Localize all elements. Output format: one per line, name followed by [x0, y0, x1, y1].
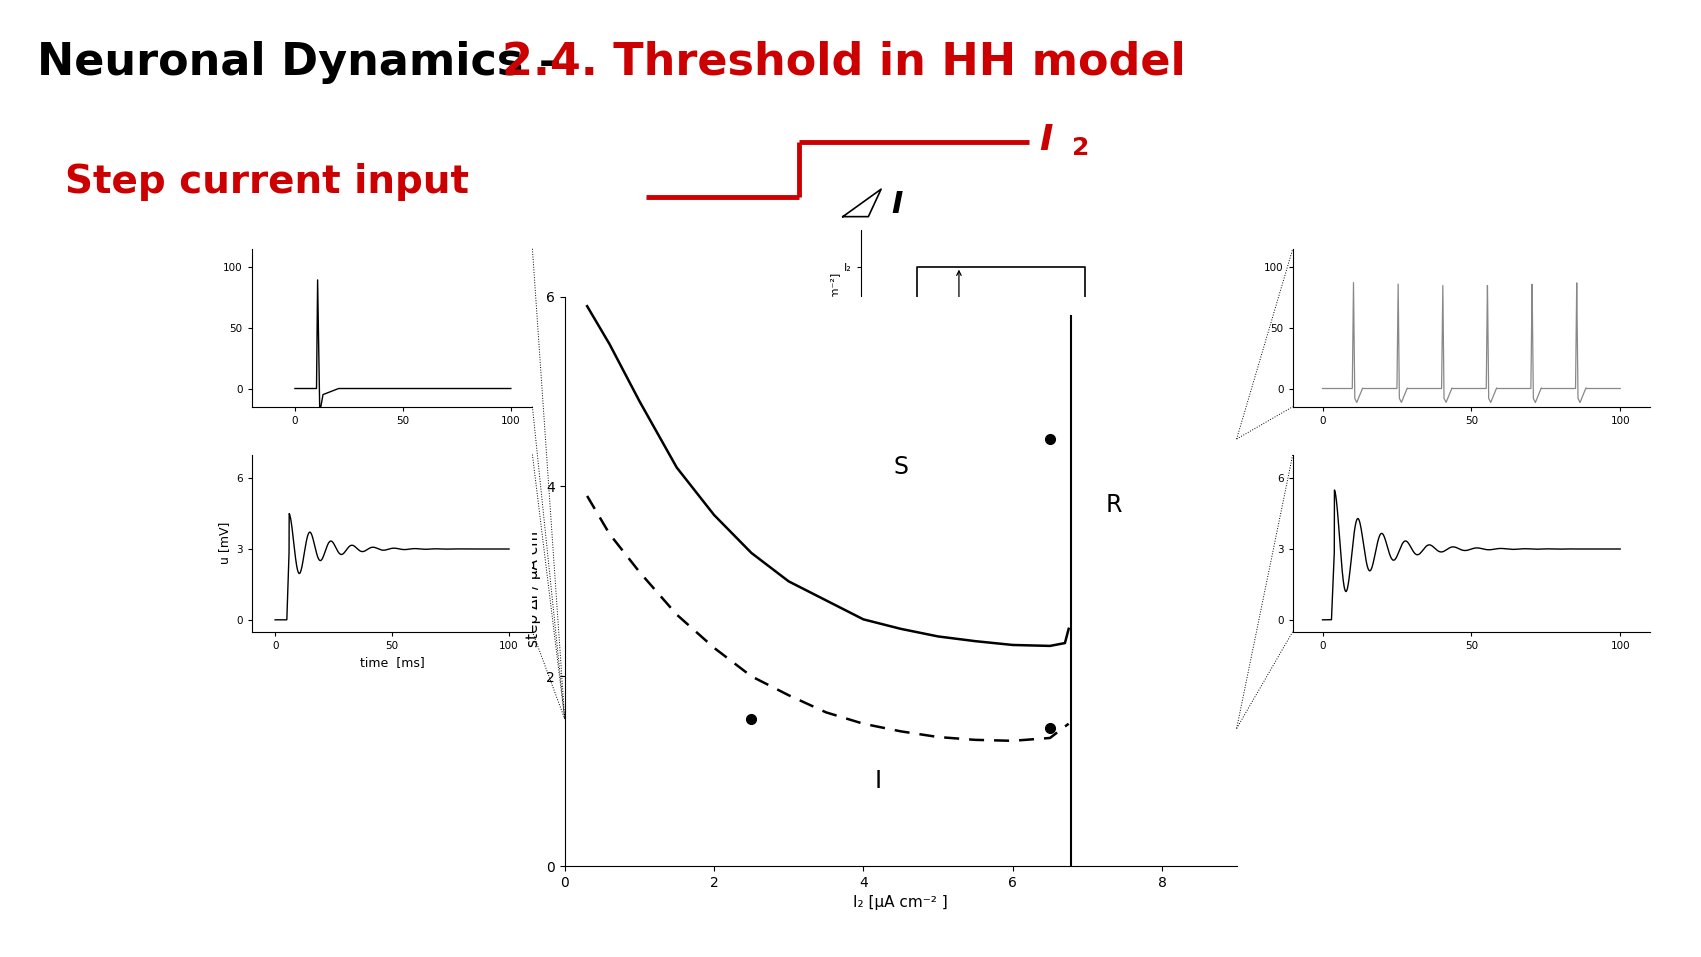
X-axis label: time  [ms]: time [ms]	[359, 657, 425, 669]
Y-axis label: u [mV]: u [mV]	[218, 522, 231, 565]
Text: ΔI: ΔI	[973, 299, 983, 309]
Text: 2: 2	[1072, 136, 1090, 160]
X-axis label: time [ms]: time [ms]	[975, 403, 1027, 412]
Text: I: I	[891, 189, 903, 219]
Text: R: R	[1106, 494, 1121, 518]
Text: Step current input: Step current input	[65, 163, 469, 201]
X-axis label: I₂ [μA cm⁻² ]: I₂ [μA cm⁻² ]	[854, 896, 947, 910]
Text: I: I	[874, 768, 881, 792]
Text: S: S	[893, 456, 908, 479]
Text: I: I	[1039, 122, 1053, 157]
Y-axis label: step ΔI / μA cm⁻²: step ΔI / μA cm⁻²	[526, 516, 541, 647]
Y-axis label: I [μA cm⁻²]: I [μA cm⁻²]	[832, 273, 842, 335]
Text: Neuronal Dynamics –: Neuronal Dynamics –	[37, 41, 577, 83]
Text: 2.4. Threshold in HH model: 2.4. Threshold in HH model	[502, 41, 1186, 83]
